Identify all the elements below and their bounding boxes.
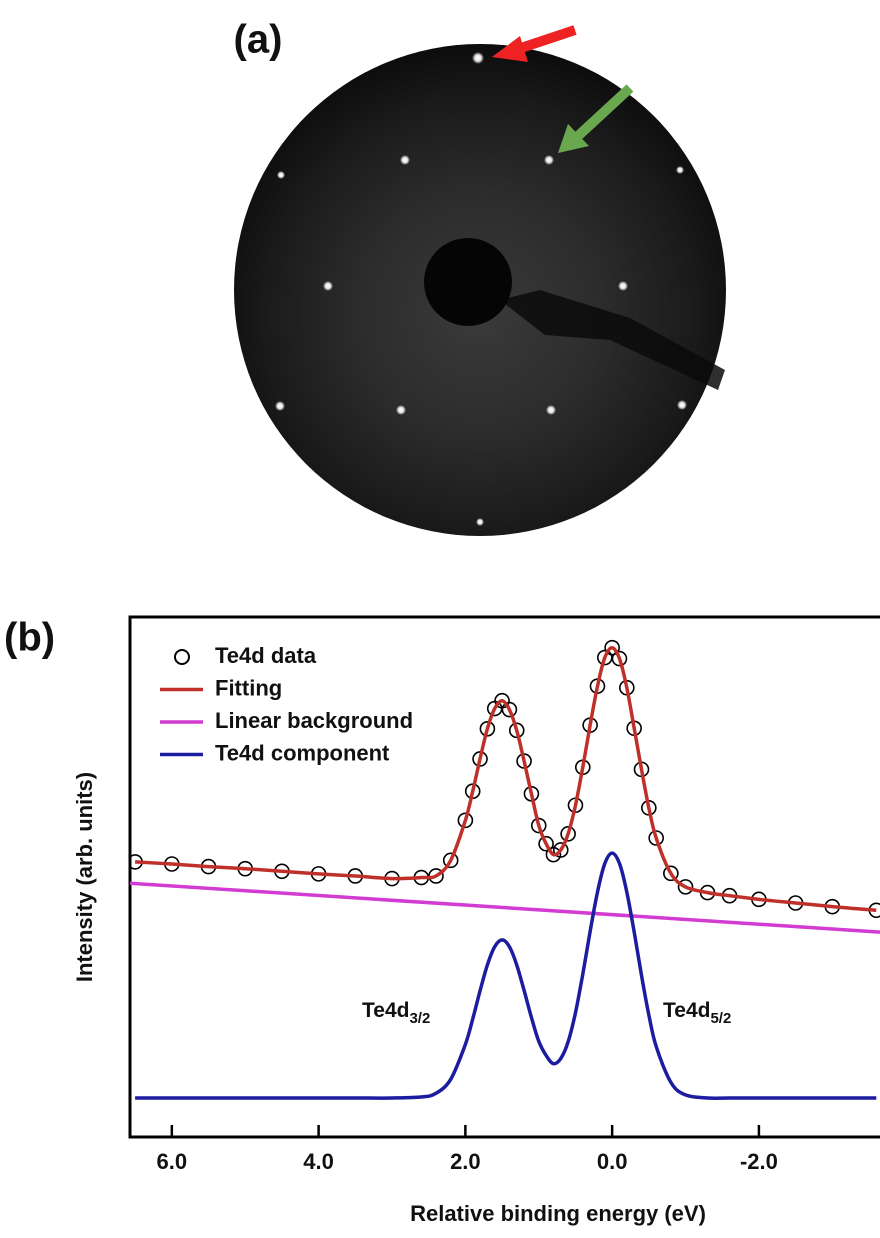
leed-image — [234, 25, 726, 536]
red-arrow — [492, 25, 577, 62]
diffraction-spots — [275, 52, 687, 526]
data-point — [538, 835, 554, 852]
data-point — [663, 865, 679, 882]
data-point — [442, 852, 459, 869]
arrow-shaft — [513, 25, 577, 55]
data-point — [560, 826, 576, 842]
legend-label: Te4d data — [215, 643, 317, 668]
data-point — [604, 639, 620, 656]
x-tick-label: 2.0 — [450, 1149, 481, 1174]
arrow-head — [558, 124, 589, 153]
spot — [546, 405, 556, 415]
spot — [275, 401, 285, 411]
data-point — [457, 812, 474, 829]
x-tick-label: 6.0 — [157, 1149, 188, 1174]
legend-label: Te4d component — [215, 740, 390, 765]
spot — [618, 281, 628, 291]
x-tick-label: 4.0 — [303, 1149, 334, 1174]
data-point — [552, 842, 569, 858]
green-arrow — [558, 84, 634, 153]
series-line — [135, 851, 877, 1100]
spot — [277, 171, 285, 179]
x-axis-title: Relative binding energy (eV) — [410, 1201, 706, 1226]
spot — [676, 166, 684, 174]
spot — [476, 518, 484, 526]
panel-label: (a) — [234, 18, 283, 62]
x-tick-label: 0.0 — [597, 1149, 628, 1174]
peak-label: Te4d3/2 — [362, 999, 430, 1027]
data-point — [677, 879, 694, 895]
legend-marker — [174, 649, 190, 665]
electron-gun-shadow — [424, 238, 512, 326]
spot — [677, 400, 687, 410]
spot — [544, 155, 554, 165]
plot-area — [130, 639, 880, 1100]
data-point — [648, 830, 664, 846]
data-point — [508, 722, 525, 739]
peak-label-subscript: 5/2 — [710, 1010, 731, 1027]
series-line — [130, 881, 880, 934]
legend-label: Linear background — [215, 708, 413, 733]
series-line — [134, 645, 877, 913]
arrow-head — [492, 36, 528, 62]
sample-holder-shadow — [500, 290, 725, 390]
peak-label-subscript: 3/2 — [409, 1010, 430, 1027]
spot — [323, 281, 333, 291]
arrow-shaft — [574, 84, 634, 140]
spot — [396, 405, 406, 415]
plot-frame — [128, 615, 880, 1139]
x-tick-label: -2.0 — [740, 1149, 778, 1174]
spot — [472, 52, 484, 64]
spot — [400, 155, 410, 165]
data-point — [479, 720, 496, 737]
peak-label-main: Te4d — [663, 999, 710, 1022]
data-point — [611, 650, 628, 667]
peak-label: Te4d5/2 — [663, 999, 731, 1027]
peak-label-main: Te4d — [362, 999, 409, 1022]
data-point — [501, 701, 518, 718]
panel-label: (b) — [4, 616, 55, 660]
y-axis-title: Intensity (arb. units) — [72, 772, 97, 982]
legend-label: Fitting — [215, 675, 282, 700]
